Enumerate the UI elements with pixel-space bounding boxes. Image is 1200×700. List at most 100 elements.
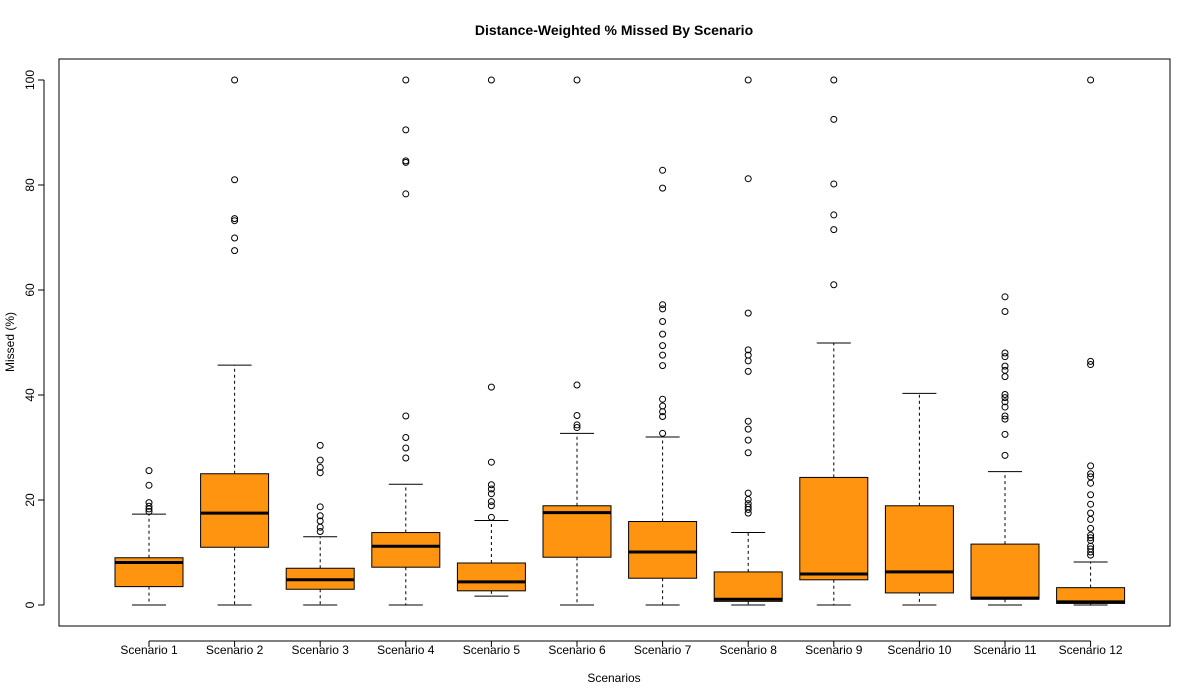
iqr-box	[799, 476, 869, 581]
outlier-point	[744, 76, 752, 84]
outlier-point	[1001, 366, 1009, 374]
outlier-point	[1001, 293, 1009, 301]
outlier-point	[316, 523, 324, 531]
outlier-point	[316, 528, 324, 535]
x-tick-label: Scenario 5	[463, 643, 521, 657]
outlier-point	[1001, 349, 1009, 357]
y-tick-label: 80	[23, 178, 37, 192]
outlier-point	[659, 184, 667, 192]
x-tick-label: Scenario 6	[548, 643, 606, 657]
x-tick-label: Scenario 3	[292, 643, 350, 657]
outlier-point	[659, 301, 667, 309]
outlier-point	[1087, 479, 1095, 487]
outlier-point	[1087, 473, 1095, 481]
y-tick-label: 100	[23, 70, 37, 90]
outlier-point	[744, 495, 752, 503]
outlier-point	[830, 226, 838, 234]
outlier-point	[573, 76, 581, 84]
outlier-point	[1087, 491, 1095, 499]
outlier-point	[487, 498, 495, 506]
outlier-point	[744, 503, 752, 511]
y-tick-label: 20	[23, 493, 37, 507]
outlier-point	[487, 513, 495, 521]
y-tick-label: 0	[23, 601, 37, 608]
outlier-point	[1001, 362, 1009, 370]
outlier-point	[231, 247, 239, 255]
box-9	[799, 76, 869, 606]
outlier-point	[659, 351, 667, 359]
box-10	[884, 392, 954, 606]
outlier-point	[145, 467, 153, 475]
x-tick-label: Scenario 10	[887, 643, 951, 657]
outlier-point	[402, 412, 410, 420]
outlier-point	[1001, 403, 1009, 411]
outlier-point	[1087, 536, 1095, 544]
outlier-point	[659, 402, 667, 410]
outlier-point	[1087, 76, 1095, 84]
outlier-point	[659, 395, 667, 403]
outlier-point	[145, 508, 153, 516]
box-2	[200, 76, 270, 606]
outlier-point	[316, 503, 324, 511]
outlier-point	[1087, 531, 1095, 539]
outlier-point	[231, 76, 239, 84]
box-4	[371, 76, 441, 606]
outlier-point	[145, 481, 153, 489]
iqr-box	[542, 505, 612, 558]
outlier-point	[1087, 470, 1095, 478]
outlier-point	[1087, 545, 1095, 553]
outlier-point	[145, 502, 153, 510]
iqr-box	[884, 505, 954, 594]
box-8	[713, 76, 783, 606]
iqr-box	[200, 473, 270, 548]
outlier-point	[1087, 524, 1095, 532]
outlier-point	[1001, 430, 1009, 438]
outlier-point	[487, 383, 495, 391]
outlier-point	[659, 305, 667, 313]
outlier-point	[402, 126, 410, 134]
outlier-point	[1001, 390, 1009, 398]
outlier-point	[659, 429, 667, 437]
box-6	[542, 76, 612, 606]
outlier-point	[830, 115, 838, 123]
outlier-point	[830, 180, 838, 188]
box-11	[970, 293, 1040, 606]
outlier-point	[1001, 373, 1009, 381]
outlier-point	[744, 309, 752, 317]
outlier-point	[1087, 534, 1095, 542]
outlier-point	[402, 454, 410, 462]
x-tick-label: Scenario 8	[720, 643, 778, 657]
outlier-point	[402, 444, 410, 452]
box-5	[456, 76, 526, 597]
y-tick-label: 60	[23, 283, 37, 297]
x-axis-label: Scenarios	[587, 671, 640, 685]
outlier-point	[487, 490, 495, 498]
outlier-point	[1001, 394, 1009, 402]
iqr-box	[713, 571, 783, 602]
outlier-point	[744, 346, 752, 354]
outlier-point	[830, 211, 838, 219]
outlier-point	[744, 489, 752, 497]
outlier-point	[659, 362, 667, 370]
x-tick-label: Scenario 1	[120, 643, 178, 657]
box-1	[114, 467, 184, 606]
iqr-box	[371, 532, 441, 568]
outlier-point	[402, 434, 410, 442]
outlier-point	[744, 449, 752, 457]
iqr-box	[628, 521, 698, 579]
outlier-point	[402, 76, 410, 84]
boxes-group	[114, 76, 1126, 606]
outlier-point	[744, 425, 752, 433]
x-tick-label: Scenario 11	[973, 643, 1036, 657]
outlier-point	[1087, 361, 1095, 369]
outlier-point	[231, 176, 239, 184]
outlier-point	[659, 342, 667, 350]
outlier-point	[1087, 515, 1095, 523]
outlier-point	[573, 424, 581, 432]
outlier-point	[744, 367, 752, 375]
outlier-point	[316, 517, 324, 525]
outlier-point	[487, 458, 495, 466]
outlier-point	[1087, 500, 1095, 508]
outlier-point	[659, 330, 667, 338]
